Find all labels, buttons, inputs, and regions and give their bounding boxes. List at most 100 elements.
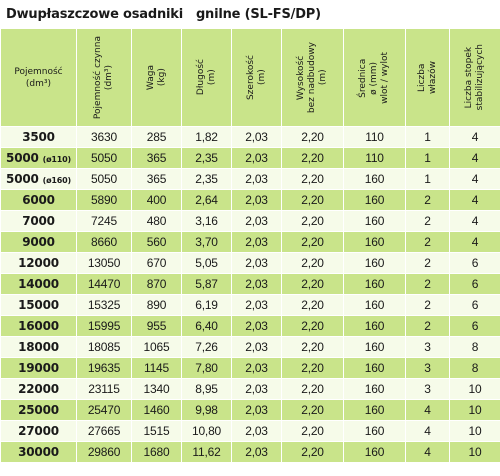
cell-height: 2,20 <box>281 126 344 148</box>
cell-capacity: 6000 <box>0 189 77 211</box>
header-length: Długość (m) <box>181 28 232 127</box>
table-row: 3500 3630 285 1,82 2,03 2,20 110 1 4 <box>0 126 500 148</box>
cell-length: 2,35 <box>181 168 232 190</box>
header-row: Pojemność (dm³) Pojemność czynna (dm³) W… <box>0 28 500 127</box>
cell-length: 5,05 <box>181 252 232 274</box>
cell-width: 2,03 <box>231 399 282 421</box>
header-weight: Waga (kg) <box>131 28 182 127</box>
cell-length: 3,70 <box>181 231 232 253</box>
cell-active: 14470 <box>76 273 132 295</box>
cell-capacity: 3500 <box>0 126 77 148</box>
cell-capacity: 18000 <box>0 336 77 358</box>
cell-dia: 160 <box>343 315 406 337</box>
cell-weight: 365 <box>131 168 182 190</box>
cell-dia: 110 <box>343 147 406 169</box>
cell-dia: 160 <box>343 252 406 274</box>
cell-feet: 6 <box>449 252 500 274</box>
cell-dia: 160 <box>343 189 406 211</box>
header-feet: Liczba stopek stabilizujących <box>449 28 500 127</box>
capacity-note: (ø110) <box>42 155 72 164</box>
header-capacity: Pojemność (dm³) <box>0 28 77 127</box>
cell-feet: 8 <box>449 336 500 358</box>
cell-dia: 160 <box>343 210 406 232</box>
cell-capacity: 7000 <box>0 210 77 232</box>
cell-hatches: 2 <box>405 273 450 295</box>
capacity-note: (ø160) <box>42 176 72 185</box>
table-row: 16000 15995 955 6,40 2,03 2,20 160 2 6 <box>0 315 500 337</box>
cell-feet: 6 <box>449 273 500 295</box>
cell-hatches: 4 <box>405 441 450 463</box>
cell-feet: 4 <box>449 147 500 169</box>
cell-length: 7,26 <box>181 336 232 358</box>
cell-active: 13050 <box>76 252 132 274</box>
cell-height: 2,20 <box>281 336 344 358</box>
cell-dia: 160 <box>343 420 406 442</box>
cell-hatches: 2 <box>405 315 450 337</box>
cell-weight: 870 <box>131 273 182 295</box>
cell-feet: 4 <box>449 126 500 148</box>
cell-active: 7245 <box>76 210 132 232</box>
cell-capacity: 15000 <box>0 294 77 316</box>
cell-height: 2,20 <box>281 147 344 169</box>
cell-weight: 480 <box>131 210 182 232</box>
cell-dia: 160 <box>343 441 406 463</box>
table-row: 5000 (ø110) 5050 365 2,35 2,03 2,20 110 1 4 <box>0 147 500 169</box>
cell-weight: 365 <box>131 147 182 169</box>
cell-capacity: 14000 <box>0 273 77 295</box>
cell-height: 2,20 <box>281 273 344 295</box>
cell-dia: 160 <box>343 273 406 295</box>
header-height: Wysokość bez nadbudowy (m) <box>281 28 344 127</box>
cell-weight: 1515 <box>131 420 182 442</box>
cell-length: 5,87 <box>181 273 232 295</box>
table-row: 25000 25470 1460 9,98 2,03 2,20 160 4 10 <box>0 399 500 421</box>
table-row: 30000 29860 1680 11,62 2,03 2,20 160 4 10 <box>0 441 500 463</box>
cell-weight: 670 <box>131 252 182 274</box>
cell-dia: 160 <box>343 168 406 190</box>
cell-width: 2,03 <box>231 168 282 190</box>
cell-width: 2,03 <box>231 231 282 253</box>
cell-active: 29860 <box>76 441 132 463</box>
cell-width: 2,03 <box>231 420 282 442</box>
cell-weight: 560 <box>131 231 182 253</box>
cell-length: 1,82 <box>181 126 232 148</box>
cell-active: 3630 <box>76 126 132 148</box>
cell-hatches: 3 <box>405 336 450 358</box>
cell-width: 2,03 <box>231 147 282 169</box>
cell-active: 23115 <box>76 378 132 400</box>
cell-hatches: 4 <box>405 399 450 421</box>
cell-hatches: 4 <box>405 420 450 442</box>
table-row: 7000 7245 480 3,16 2,03 2,20 160 2 4 <box>0 210 500 232</box>
cell-feet: 6 <box>449 294 500 316</box>
cell-length: 6,19 <box>181 294 232 316</box>
cell-length: 3,16 <box>181 210 232 232</box>
cell-width: 2,03 <box>231 441 282 463</box>
cell-active: 5890 <box>76 189 132 211</box>
specs-table: Pojemność (dm³) Pojemność czynna (dm³) W… <box>0 28 500 463</box>
cell-hatches: 1 <box>405 126 450 148</box>
cell-height: 2,20 <box>281 357 344 379</box>
cell-capacity: 27000 <box>0 420 77 442</box>
table-row: 19000 19635 1145 7,80 2,03 2,20 160 3 8 <box>0 357 500 379</box>
cell-height: 2,20 <box>281 294 344 316</box>
cell-capacity: 22000 <box>0 378 77 400</box>
cell-weight: 1340 <box>131 378 182 400</box>
cell-feet: 4 <box>449 231 500 253</box>
header-width: Szerokość (m) <box>231 28 282 127</box>
cell-height: 2,20 <box>281 441 344 463</box>
cell-capacity: 16000 <box>0 315 77 337</box>
table-row: 5000 (ø160) 5050 365 2,35 2,03 2,20 160 1 4 <box>0 168 500 190</box>
cell-hatches: 1 <box>405 168 450 190</box>
table-row: 18000 18085 1065 7,26 2,03 2,20 160 3 8 <box>0 336 500 358</box>
cell-active: 18085 <box>76 336 132 358</box>
cell-width: 2,03 <box>231 315 282 337</box>
cell-dia: 160 <box>343 357 406 379</box>
cell-capacity: 25000 <box>0 399 77 421</box>
cell-length: 7,80 <box>181 357 232 379</box>
cell-hatches: 2 <box>405 189 450 211</box>
cell-active: 19635 <box>76 357 132 379</box>
cell-length: 2,35 <box>181 147 232 169</box>
cell-width: 2,03 <box>231 378 282 400</box>
cell-feet: 10 <box>449 420 500 442</box>
cell-active: 25470 <box>76 399 132 421</box>
cell-height: 2,20 <box>281 399 344 421</box>
